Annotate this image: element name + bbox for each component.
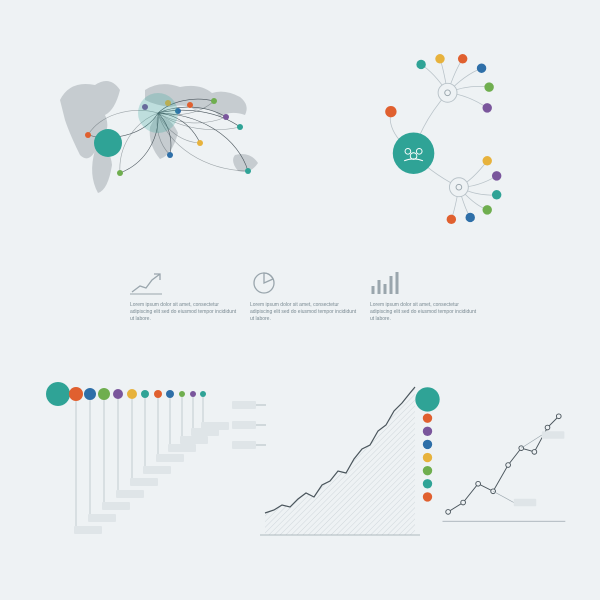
bars-icon	[370, 270, 404, 296]
area-chart-svg	[260, 380, 420, 550]
area-group	[232, 387, 420, 535]
area-chart-panel	[260, 380, 420, 550]
line-chart-panel	[420, 380, 570, 550]
icon-caption: Lorem ipsum dolor sit amet, consectetur …	[130, 302, 240, 323]
line-chart-group	[415, 387, 565, 521]
network-svg	[340, 55, 540, 225]
line-up-icon	[130, 270, 164, 296]
icon-caption: Lorem ipsum dolor sit amet, consectetur …	[370, 302, 480, 323]
network-nodes	[385, 54, 501, 224]
icon-block-line-up: Lorem ipsum dolor sit amet, consectetur …	[130, 270, 240, 323]
world-map-panel	[50, 55, 280, 215]
timeline-group	[46, 382, 229, 534]
world-map-svg	[50, 55, 280, 215]
pie-icon	[250, 270, 284, 296]
icon-caption: Lorem ipsum dolor sit amet, consectetur …	[250, 302, 360, 323]
icon-block-pie: Lorem ipsum dolor sit amet, consectetur …	[250, 270, 360, 323]
line-chart-svg	[420, 380, 570, 550]
timeline-panel	[50, 380, 250, 550]
network-panel	[340, 55, 540, 225]
timeline-svg	[50, 380, 250, 550]
icon-block-bars: Lorem ipsum dolor sit amet, consectetur …	[370, 270, 480, 323]
